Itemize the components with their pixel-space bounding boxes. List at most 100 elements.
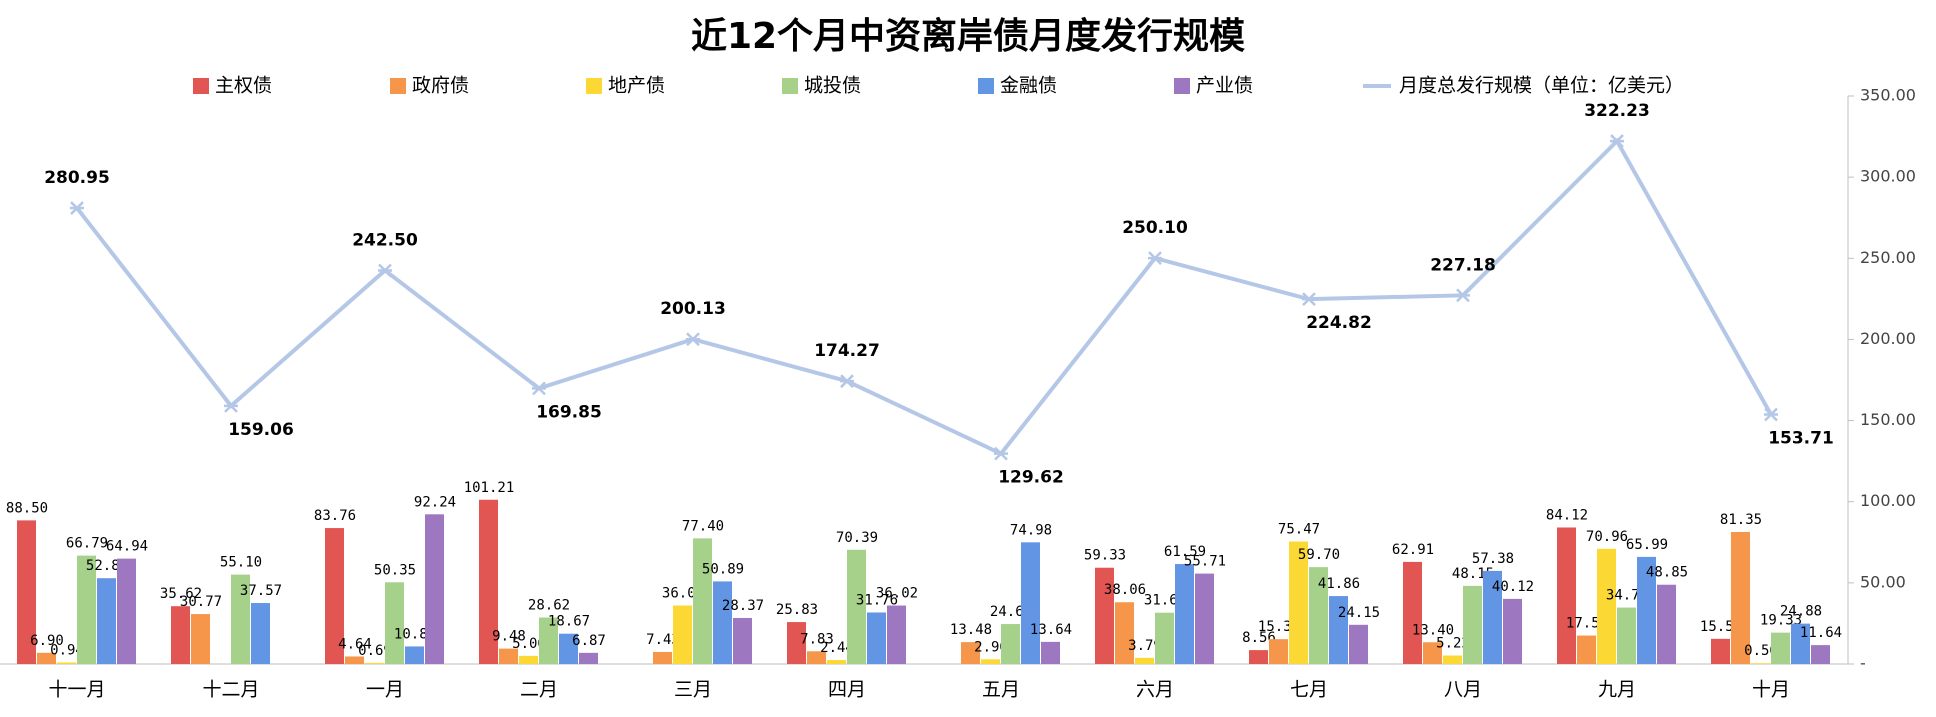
line-marker (994, 446, 1008, 461)
bar-value-label: 65.99 (1626, 537, 1668, 553)
legend-swatch (193, 78, 209, 94)
bar-value-label: 88.50 (6, 500, 48, 516)
x-tick-label: 十二月 (202, 679, 259, 701)
bar-value-label: 50.89 (702, 561, 744, 577)
legend-swatch (782, 78, 798, 94)
legend-label: 产业债 (1196, 75, 1253, 97)
bar (1349, 624, 1368, 664)
legend-swatch (978, 78, 994, 94)
bar (1597, 548, 1616, 664)
bar (191, 614, 210, 664)
bar (499, 648, 518, 664)
line-marker (378, 263, 392, 278)
bar (539, 617, 558, 664)
bar-value-label: 84.12 (1546, 507, 1588, 523)
bar-value-label: 38.06 (1104, 582, 1146, 598)
bar-value-label: 66.79 (66, 536, 108, 552)
bar-value-label: 4.64 (338, 636, 372, 652)
line-value-label: 224.82 (1306, 313, 1372, 333)
bar-value-label: 70.39 (836, 530, 878, 546)
y-tick-label: 300.00 (1860, 167, 1916, 186)
bar (1771, 632, 1790, 664)
bar (1115, 602, 1134, 664)
bar-value-label: 74.98 (1010, 522, 1052, 538)
bar (1175, 564, 1194, 664)
y-tick-label: 150.00 (1860, 410, 1916, 429)
bar-value-label: 25.83 (776, 602, 818, 618)
y-tick-label: 100.00 (1860, 491, 1916, 510)
bar-value-label: 0.50 (1744, 643, 1778, 659)
bar-value-label: 101.21 (464, 480, 515, 496)
bar (653, 651, 672, 664)
bar-value-label: 0.69 (358, 643, 392, 659)
bar-value-label: 83.76 (314, 508, 356, 524)
bar-value-label: 40.12 (1492, 579, 1534, 595)
bar-value-label: 77.40 (682, 518, 724, 534)
bar (519, 655, 538, 664)
bar (1269, 639, 1288, 664)
bar (1135, 657, 1154, 664)
x-tick-label: 八月 (1444, 679, 1482, 701)
x-tick-label: 五月 (982, 679, 1020, 701)
bar-value-label: 75.47 (1278, 522, 1320, 538)
bar-value-label: 36.02 (876, 586, 918, 602)
bar (117, 558, 136, 664)
bar (1329, 596, 1348, 664)
bar (827, 660, 846, 664)
bar-value-label: 28.62 (528, 598, 570, 614)
bar (1249, 650, 1268, 664)
bar-value-label: 24.15 (1338, 605, 1380, 621)
line-value-label: 227.18 (1430, 255, 1496, 275)
bar (57, 662, 76, 664)
bar-value-label: 28.37 (722, 598, 764, 614)
line-value-label: 200.13 (660, 299, 726, 319)
bar-value-label: 50.35 (374, 562, 416, 578)
line-value-label: 159.06 (228, 420, 294, 440)
bar (1617, 607, 1636, 664)
bar (1403, 561, 1422, 664)
line-value-label: 242.50 (352, 230, 418, 250)
bar (1811, 645, 1830, 664)
bar-value-label: 2.44 (820, 640, 854, 656)
bar (693, 538, 712, 664)
bar (1557, 527, 1576, 664)
bar-value-label: 8.56 (1242, 630, 1276, 646)
legend-label: 城投债 (804, 75, 861, 97)
bar (1731, 531, 1750, 664)
bar (1021, 542, 1040, 664)
bar-value-label: 48.85 (1646, 565, 1688, 581)
line-marker (224, 398, 238, 413)
x-tick-label: 十一月 (48, 679, 105, 701)
bar-value-label: 13.40 (1412, 622, 1454, 638)
line-marker (1764, 407, 1778, 422)
line-marker (1148, 251, 1162, 266)
bar-value-label: 59.33 (1084, 548, 1126, 564)
bar (787, 622, 806, 664)
bar (713, 581, 732, 664)
bar-value-label: 5.22 (1436, 636, 1470, 652)
x-tick-label: 二月 (520, 679, 558, 701)
bar (1155, 612, 1174, 664)
bar (365, 662, 384, 664)
bar (559, 633, 578, 664)
x-tick-label: 七月 (1290, 679, 1328, 701)
bar-value-label: 2.90 (974, 639, 1008, 655)
bar-value-label: 13.48 (950, 622, 992, 638)
bar-value-label: 6.87 (572, 633, 606, 649)
bar-value-label: 59.70 (1298, 547, 1340, 563)
x-tick-label: 一月 (366, 679, 404, 701)
bar (733, 617, 752, 664)
bar-value-label: 57.38 (1472, 551, 1514, 567)
bar-value-label: 61.59 (1164, 544, 1206, 560)
y-tick-label: - (1860, 654, 1866, 673)
bar-value-label: 3.79 (1128, 638, 1162, 654)
bar (579, 652, 598, 664)
bar (1503, 598, 1522, 664)
bar (1657, 584, 1676, 664)
bar-value-label: 24.88 (1780, 604, 1822, 620)
bar-value-label: 31.76 (856, 592, 898, 608)
bar (1289, 541, 1308, 664)
bar-value-label: 18.67 (548, 614, 590, 630)
bar (251, 603, 270, 664)
